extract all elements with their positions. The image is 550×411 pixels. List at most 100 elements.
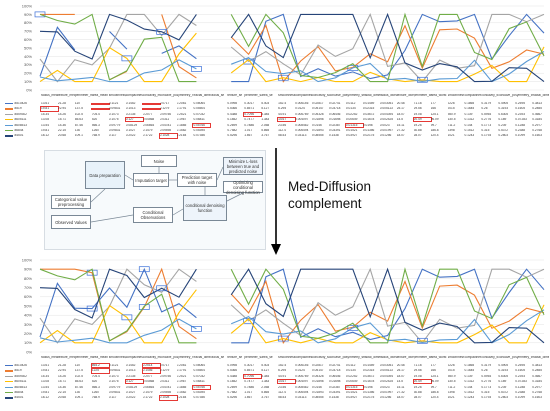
table-cell: 864.2: [90, 363, 110, 369]
denoising-function-box: conditional denoising function: [183, 195, 227, 221]
y-tick-label: 70%: [24, 29, 32, 34]
table-cell: 0.02315: [362, 107, 375, 111]
table-cell: 0.1885: [176, 385, 187, 389]
table-cell: 22.94: [57, 369, 66, 373]
table-cell: 96.09: [430, 380, 439, 384]
table-cell: 125.1: [430, 112, 439, 116]
table-cell: 130: [74, 391, 81, 395]
column-header: fractal_dimension_worst: [532, 94, 549, 97]
table-cell: 0.01521: [345, 129, 358, 133]
highlight-box: [34, 11, 46, 18]
table-cell: 14.67: [277, 117, 297, 123]
table-cell: 0.001997: [379, 391, 394, 395]
table-cell: 30.88: [413, 129, 422, 133]
table-cell: 1260: [91, 129, 99, 133]
table-cell: 2226: [447, 364, 455, 368]
optimizing-box: Optimizing conditional denoising functio…: [223, 180, 263, 195]
column-header: area_mean: [91, 94, 108, 97]
table-cell: 0.0311: [159, 118, 170, 122]
table-cell: 0.7096: [243, 111, 263, 118]
series-swatch: [5, 103, 13, 105]
table-cell: 0.4388: [227, 112, 238, 116]
before-imputation-panel: 100% 90% 80% 70% 60% 50% 40% 30% 20% 10% 0% radius…: [2, 2, 549, 144]
column-header: smoothness_worst: [447, 356, 465, 359]
minimize-loss-label: Minimize L-loss between true and predict…: [226, 158, 260, 174]
table-cell: 20.68: [57, 134, 66, 138]
table-cell: 110: [74, 102, 80, 106]
table-cell: 14.5: [396, 118, 403, 122]
row-id: 8519: [14, 107, 22, 111]
table-cell: 0.03391: [328, 391, 341, 395]
table-cell: 14.5: [396, 380, 403, 384]
noise-label: Noise: [153, 158, 165, 164]
table-cell: 0.01315: [344, 384, 364, 390]
series-swatch: [5, 392, 13, 394]
table-cell: 0.09498: [159, 129, 172, 133]
table-cell: 0.2022: [125, 396, 136, 400]
table-cell: 0.1605: [515, 107, 525, 111]
table-cell: 0.07356: [193, 134, 205, 138]
arrow-label-line2: complement: [288, 196, 362, 211]
table-cell: 0.1791: [176, 369, 187, 373]
table-cell: 0.6305: [498, 374, 509, 378]
column-header: compactness_worst: [464, 94, 482, 97]
table-cell: 0.03718: [328, 369, 341, 373]
highlight-box: [121, 55, 133, 62]
table-cell: 19.08: [413, 112, 422, 116]
column-header: perimeter_mean: [74, 356, 92, 359]
table-cell: 0.01459: [362, 364, 375, 368]
table-cell: 1.383: [261, 380, 270, 384]
conditional-observations-label: Conditional Observations: [140, 210, 166, 220]
table-cell: 0.1852: [227, 380, 238, 384]
table-cell: 0.05766: [192, 122, 212, 128]
table-cell: 3.384: [261, 374, 270, 378]
before-line-chart: 100% 90% 80% 70% 60% 50% 40% 30% 20% 10% 0%: [22, 3, 545, 92]
table-cell: 0.01315: [344, 122, 364, 128]
table-cell: 15.34: [41, 374, 49, 378]
med-diffusion-complement-label: Med-Diffusion complement: [288, 178, 371, 212]
table-cell: 0.127: [124, 379, 144, 385]
table-cell: 13.54: [41, 123, 49, 127]
column-header: symmetry_se: [345, 94, 363, 97]
table-cell: 1.667: [244, 396, 253, 400]
row-id: 8559302: [14, 112, 27, 116]
column-header: concave_points_mean: [159, 356, 177, 359]
table-row: 8559302 15.34 14.26 102.5 704.4 0.1073 0.2135 0…: [5, 373, 549, 380]
data-preparation-box: Data preparation: [85, 161, 125, 189]
table-cell: 0.0023: [379, 385, 390, 389]
table-cell: 0.1793: [481, 396, 492, 400]
table-cell: 0.1121: [108, 364, 119, 368]
before-data-table: radius_meantexture_meanperimeter_meanare…: [5, 94, 549, 139]
table-cell: 0.08555: [312, 134, 324, 138]
table-cell: 0.02741: [328, 102, 341, 106]
table-cell: 0.5296: [227, 134, 238, 138]
table-cell: 0.00649: [345, 380, 358, 384]
table-cell: 0.2077: [142, 374, 153, 378]
prediction-target-label: Prediction target with noise: [181, 175, 213, 185]
table-cell: 0.1312: [464, 118, 475, 122]
y-tick-label: 0%: [26, 87, 32, 92]
series-line: [39, 12, 545, 83]
column-header: radius_se: [210, 356, 225, 359]
series-swatch: [5, 135, 13, 137]
table-cell: 0.3179: [481, 102, 492, 106]
table-row: 8608513 13.54 14.36 87.46 566.3 0.09779 0.0812…: [5, 384, 549, 390]
table-cell: 2015: [447, 369, 455, 373]
table-header: radius_meantexture_meanperimeter_meanare…: [5, 94, 549, 101]
table-cell: 27.32: [396, 391, 405, 395]
table-cell: 0.3184: [532, 380, 542, 384]
column-header: symmetry_mean: [176, 94, 194, 97]
table-cell: 71.16: [413, 102, 422, 106]
row-id: 8608513: [14, 123, 27, 127]
column-header: smoothness_mean: [108, 94, 126, 97]
y-tick-label: 80%: [24, 276, 32, 281]
column-header: symmetry_worst: [515, 94, 533, 97]
table-cell: 0.0311: [159, 380, 170, 384]
table-cell: 109.1: [74, 134, 83, 138]
table-cell: 0.005113: [379, 369, 393, 373]
y-tick-label: 50%: [24, 303, 32, 308]
table-cell: 0.06446: [328, 112, 341, 116]
highlight-box: [156, 285, 168, 292]
y-tick-label: 0%: [26, 349, 32, 354]
table-cell: 980.9: [447, 374, 456, 378]
